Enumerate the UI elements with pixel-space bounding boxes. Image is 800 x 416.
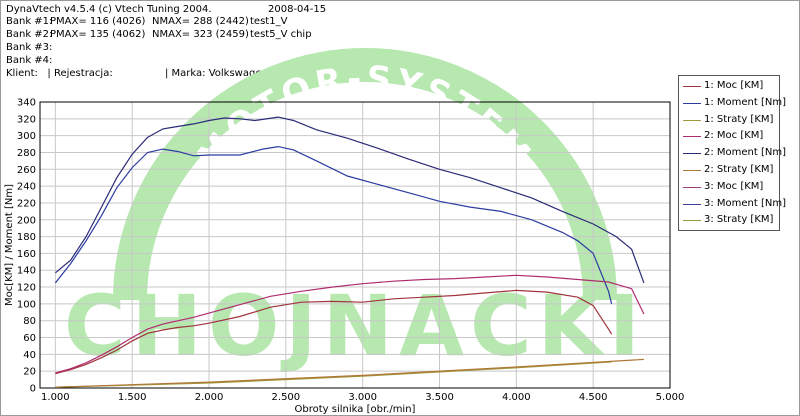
x-tick-label: 4.000 [502,392,531,403]
y-tick-label: 160 [17,249,36,260]
y-tick-label: 40 [23,350,36,361]
series-group [54,116,645,388]
x-axis-label: Obroty silnika [obr./min] [295,404,416,415]
y-tick-label: 260 [17,165,36,176]
client-line: Klient: | Rejestracja: [6,68,113,79]
bank3-label: Bank #3: [6,42,53,53]
bank4-label: Bank #4: [6,55,53,66]
legend: 1: Moc [KM] 1: Moment [Nm] 1: Straty [KM] 2… [678,75,786,231]
bank1-label: Bank #1: [6,16,53,27]
series-line-6 [55,358,644,388]
legend-item: 2: Moment [Nm] [683,145,786,161]
plot-border [39,101,671,389]
y-tick-label: 200 [17,215,36,226]
legend-item: 1: Straty [KM] [683,112,777,128]
legend-label: 1: Moc [KM] [704,80,764,91]
x-tick-label: 1.000 [41,392,70,403]
legend-swatch [683,102,701,104]
y-tick-label: 240 [17,182,36,193]
legend-item: 2: Straty [KM] [683,162,777,178]
legend-label: 3: Moment [Nm] [704,197,787,209]
bank1-pmax: PMAX= 116 (4026) [50,16,146,27]
legend-item: 3: Moment [Nm] [683,196,786,212]
legend-swatch [683,186,701,188]
grid [40,101,671,389]
bank2-nmax: NMAX= 323 (2459) [152,29,249,40]
legend-swatch [683,119,701,121]
legend-item: 3: Moc [KM] [683,179,777,195]
legend-swatch [683,170,701,171]
legend-label: 2: Moment [Nm] [704,147,787,159]
y-tick-label: 100 [17,299,36,310]
legend-item: 1: Moc [KM] [683,78,777,94]
y-tick-label: 180 [17,232,36,243]
series-line-2 [55,116,645,284]
legend-label: 2: Moc [KM] [704,130,764,142]
series-line-1 [54,145,613,305]
y-axis-label: Moc[KM] / Moment [Nm] [4,184,15,306]
watermark-big-text: CHOJNACKI [64,277,646,375]
y-tick-label: 120 [17,283,36,294]
series-line-3 [55,289,613,375]
legend-swatch [683,86,701,87]
legend-item: 2: Moc [KM] [683,128,777,144]
bank2-name: test5_V chip [250,29,312,40]
bank2-label: Bank #2: [6,29,53,40]
legend-label: 1: Straty [KM] [704,113,774,125]
legend-label: 2: Straty [KM] [704,164,774,175]
legend-swatch [683,153,701,155]
legend-item: 3: Straty [KM] [683,212,777,228]
bank1-name: test1_V [250,16,288,27]
watermark-ring [113,48,617,301]
x-tick-label: 1.500 [118,392,147,403]
legend-label: 3: Straty [KM] [704,214,774,226]
legend-swatch [683,136,701,138]
series-line-4 [55,274,645,374]
bank1-nmax: NMAX= 288 (2442) [152,16,249,27]
x-tick-label: 2.000 [195,392,224,403]
x-tick-label: 3.500 [425,392,454,403]
y-tick-label: 0 [30,384,36,395]
y-tick-label: 20 [23,367,36,378]
y-tick-label: 220 [17,198,36,209]
y-tick-label: 280 [17,148,36,159]
y-tick-label: 140 [17,266,36,277]
y-tick-label: 320 [17,114,36,125]
legend-swatch [683,203,701,205]
legend-swatch [683,220,701,222]
legend-label: 1: Moment [Nm] [704,96,787,108]
x-tick-label: 4.500 [579,392,608,403]
report-date: 2008-04-15 [268,4,327,15]
y-tick-label: 340 [17,98,36,109]
x-tick-label: 2.500 [272,392,301,403]
y-tick-label: 300 [17,131,36,142]
y-tick-label: 80 [23,316,36,327]
bank2-pmax: PMAX= 135 (4062) [50,29,146,40]
x-tick-label: 3.000 [348,392,377,403]
axes: 0 20 40 60 80 100 120 140 160 180 200 220 240 260 280 3… [17,98,684,404]
legend-item: 1: Moment [Nm] [683,95,786,111]
app-title: DynaVtech v4.5.4 (c) Vtech Tuning 2004. [6,4,212,15]
x-tick-label: 5.000 [656,392,685,403]
legend-label: 3: Moc [KM] [704,180,764,192]
y-tick-label: 60 [23,333,36,344]
